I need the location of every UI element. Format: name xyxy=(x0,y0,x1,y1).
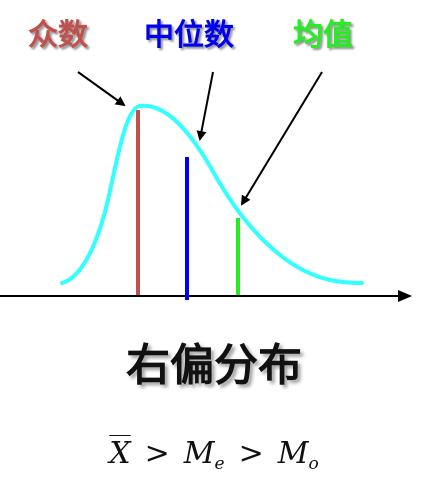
inequality-formula: X > Me > Mo xyxy=(0,432,428,486)
mode-label: 众数 xyxy=(28,18,88,53)
mean-symbol: X xyxy=(109,436,131,471)
right-skewed-density-curve xyxy=(60,103,364,285)
diagram-title: 右偏分布 xyxy=(126,340,302,391)
mode-symbol: M xyxy=(277,436,309,471)
greater-than-sign: > xyxy=(144,436,170,471)
median-symbol: M xyxy=(183,436,215,471)
greater-than-sign: > xyxy=(238,436,264,471)
mean-label: 均值 xyxy=(293,18,353,53)
mode-pointer-arrow xyxy=(77,71,126,107)
mean-pointer-arrow xyxy=(240,71,323,206)
mode-subscript: o xyxy=(308,454,319,474)
median-subscript: e xyxy=(214,454,225,474)
median-pointer-arrow xyxy=(196,71,214,141)
median-label: 中位数 xyxy=(144,18,234,53)
